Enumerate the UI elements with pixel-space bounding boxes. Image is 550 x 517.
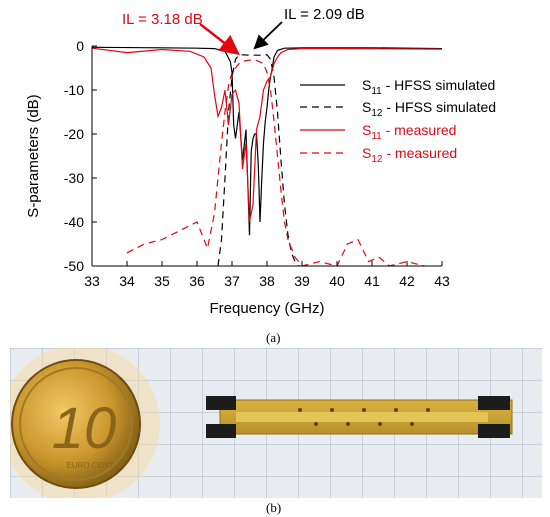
series-s11-simulated — [91, 46, 443, 236]
y-tick-label: -40 — [64, 214, 84, 230]
x-tick-label: 42 — [399, 273, 415, 289]
coin-rim — [19, 367, 133, 481]
s-parameter-chart: 33 34 35 36 37 38 39 40 41 42 43 0-10-20-30-40-50 … — [25, 6, 496, 317]
x-ticks: 33 34 35 36 37 38 39 40 41 42 43 — [84, 261, 450, 289]
series-layer — [91, 46, 443, 267]
x-tick-label: 33 — [84, 273, 100, 289]
x-tick-label: 41 — [364, 273, 380, 289]
panel-label-b: (b) — [266, 500, 282, 515]
x-tick-label: 43 — [434, 273, 450, 289]
legend-entry: S11 - measured — [362, 122, 456, 142]
x-tick-label: 37 — [224, 273, 240, 289]
y-tick-label: -10 — [64, 82, 84, 98]
connector-pad-right — [478, 396, 510, 438]
x-axis-label: Frequency (GHz) — [209, 300, 324, 317]
x-tick-label: 40 — [329, 273, 345, 289]
x-tick-label: 34 — [119, 273, 135, 289]
annotation-il-simulated: IL = 2.09 dB — [284, 6, 365, 23]
coin-caption: EURO CENT — [66, 461, 113, 470]
annotation-arrow-measured — [199, 23, 240, 56]
series-s11-measured — [91, 47, 443, 223]
via-holes — [298, 408, 430, 426]
series-s12-measured — [126, 59, 425, 267]
x-tick-label: 36 — [189, 273, 205, 289]
coin-image — [11, 359, 141, 489]
y-tick-label: -20 — [64, 126, 84, 142]
coin-denomination: 10 — [52, 396, 117, 461]
photo-filter-and-coin: 10 EURO CENT — [10, 348, 542, 498]
annotation-il-measured: IL = 3.18 dB — [122, 11, 203, 28]
annotation-arrow-simulated — [253, 21, 283, 50]
legend-entry: S12 - HFSS simulated — [362, 99, 496, 119]
y-tick-label: -50 — [64, 258, 84, 274]
filter-center-trace — [236, 412, 488, 422]
legend-entry: S11 - HFSS simulated — [362, 77, 495, 97]
y-ticks: 0 -10 -20 -30 -40 -50 — [64, 38, 97, 274]
y-tick-label: 0 — [76, 38, 84, 54]
series-s12-simulated — [217, 54, 299, 267]
y-tick-label: -30 — [64, 170, 84, 186]
x-tick-label: 35 — [154, 273, 170, 289]
x-tick-label: 38 — [259, 273, 275, 289]
connector-pad-left — [206, 396, 236, 438]
panel-label-a: (a) — [266, 330, 281, 345]
y-axis-label: S-parameters (dB) — [25, 94, 42, 217]
legend-entry: S12 - measured — [362, 145, 457, 165]
x-tick-label: 39 — [294, 273, 310, 289]
